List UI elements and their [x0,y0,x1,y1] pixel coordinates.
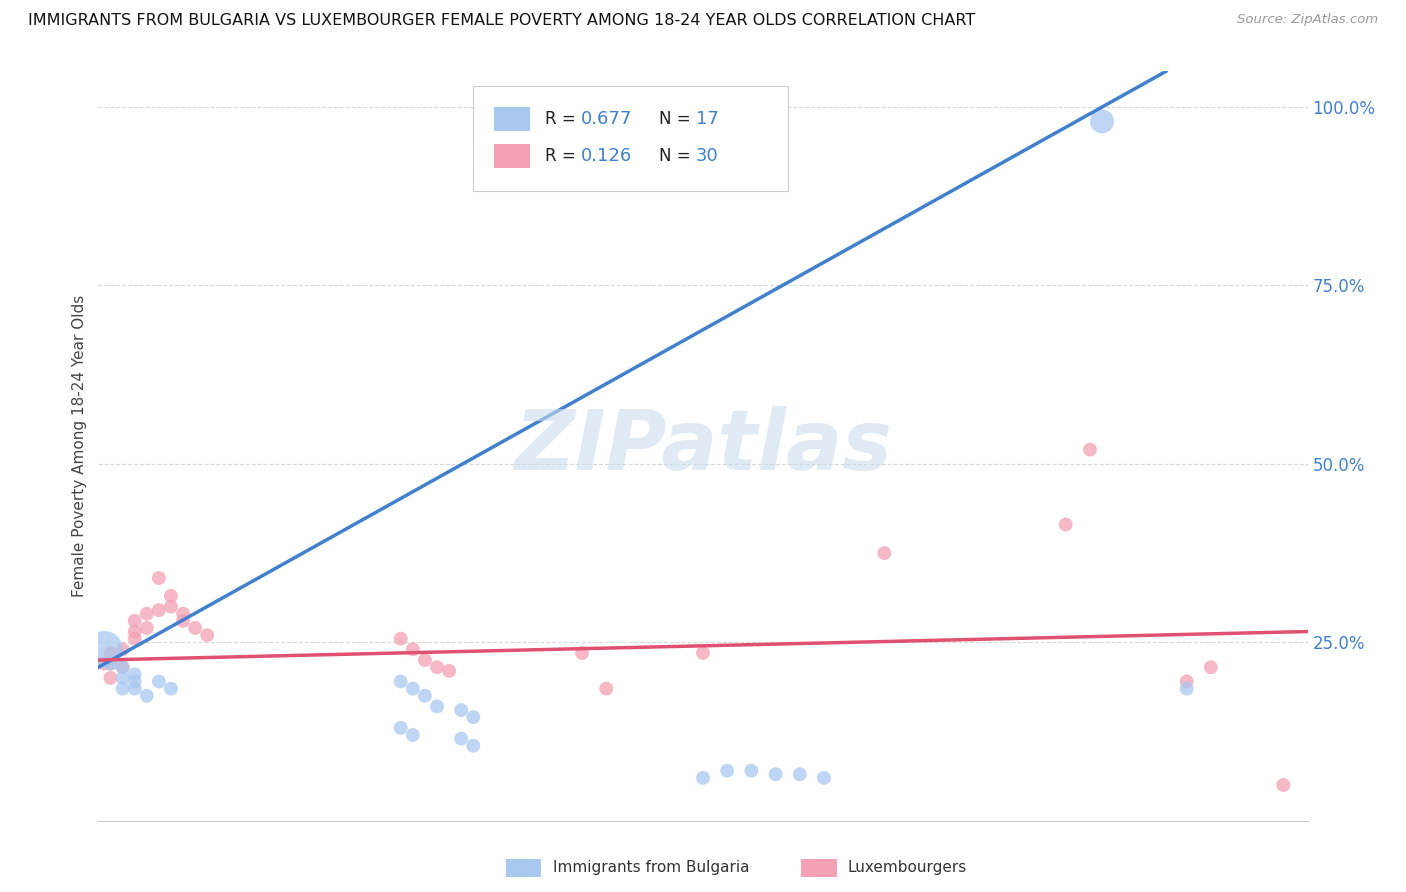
Point [93,657,115,671]
Text: R =: R = [544,147,581,165]
Point [571,646,593,660]
Point [1054,517,1077,532]
Point [100,657,122,671]
Point [111,660,134,674]
Bar [494,144,530,168]
Text: N =: N = [659,110,696,128]
Point [437,664,460,678]
Text: N =: N = [659,147,696,165]
Point [402,681,425,696]
Point [135,621,157,635]
Point [692,771,714,785]
Text: 0.126: 0.126 [581,147,633,165]
Point [765,767,787,781]
Point [111,681,134,696]
Point [148,674,170,689]
Point [184,621,207,635]
Point [1175,681,1198,696]
Point [450,703,472,717]
Point [111,671,134,685]
Text: Luxembourgers: Luxembourgers [848,861,967,875]
Point [135,607,157,621]
Point [692,646,714,660]
Point [100,671,122,685]
Point [389,674,412,689]
Point [124,632,146,646]
Text: R =: R = [544,110,581,128]
Point [450,731,472,746]
Point [402,728,425,742]
Point [160,681,183,696]
Point [740,764,762,778]
Y-axis label: Female Poverty Among 18-24 Year Olds: Female Poverty Among 18-24 Year Olds [72,295,87,597]
Point [148,571,170,585]
Point [148,603,170,617]
Point [426,660,449,674]
Point [426,699,449,714]
Point [100,646,122,660]
Point [124,667,146,681]
Text: 0.677: 0.677 [581,110,633,128]
Point [463,739,485,753]
Point [100,657,122,671]
Point [402,642,425,657]
Point [413,689,436,703]
Point [124,614,146,628]
Text: 30: 30 [696,147,718,165]
Text: Immigrants from Bulgaria: Immigrants from Bulgaria [553,861,749,875]
Point [1091,114,1114,128]
Point [463,710,485,724]
Point [172,607,194,621]
Point [873,546,896,560]
Point [111,642,134,657]
Point [389,632,412,646]
Point [1199,660,1222,674]
Point [1272,778,1295,792]
Point [93,642,115,657]
Point [789,767,811,781]
Point [1175,674,1198,689]
Text: 17: 17 [696,110,718,128]
Point [813,771,835,785]
Point [413,653,436,667]
Point [172,614,194,628]
Text: ZIPatlas: ZIPatlas [515,406,891,486]
Point [124,681,146,696]
Point [716,764,738,778]
Point [389,721,412,735]
Point [124,674,146,689]
Point [124,624,146,639]
Point [195,628,218,642]
Text: IMMIGRANTS FROM BULGARIA VS LUXEMBOURGER FEMALE POVERTY AMONG 18-24 YEAR OLDS CO: IMMIGRANTS FROM BULGARIA VS LUXEMBOURGER… [28,13,976,29]
Point [160,589,183,603]
Point [1078,442,1101,457]
Point [595,681,617,696]
Point [135,689,157,703]
Point [160,599,183,614]
Text: Source: ZipAtlas.com: Source: ZipAtlas.com [1237,13,1378,27]
Bar [494,106,530,130]
FancyBboxPatch shape [474,87,787,191]
Point [111,660,134,674]
